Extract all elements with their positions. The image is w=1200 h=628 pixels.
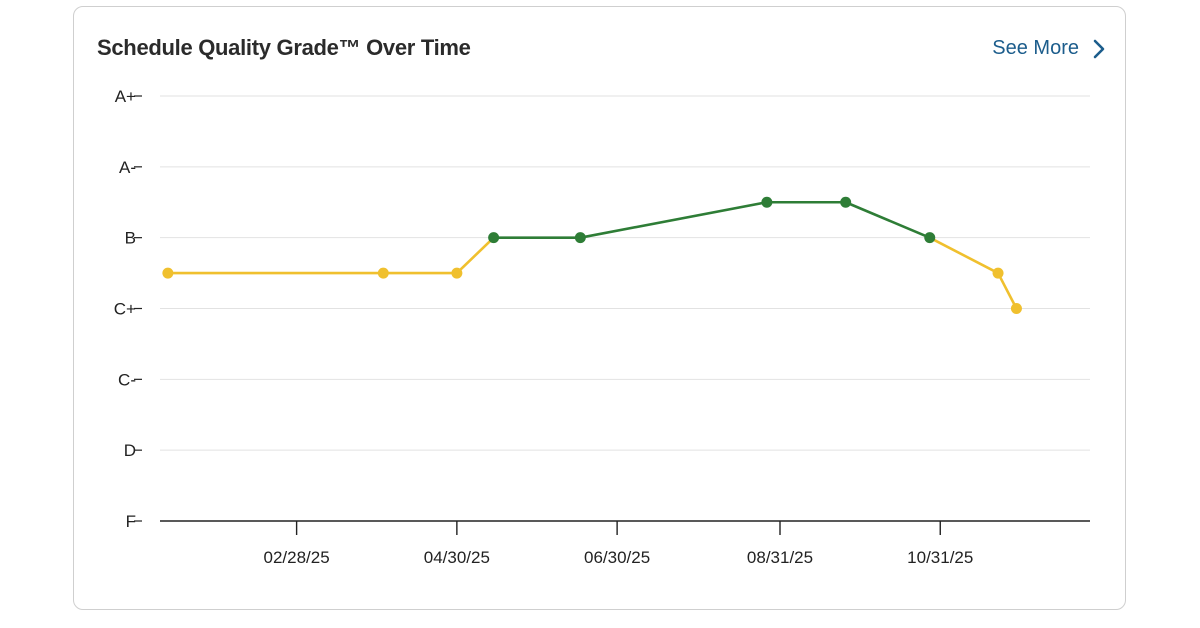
series-line-segment xyxy=(579,200,769,239)
series-line-segment xyxy=(928,236,1000,275)
data-point xyxy=(924,232,936,244)
x-tick-label: 10/31/25 xyxy=(907,548,973,567)
chart-title: Schedule Quality Grade™ Over Time xyxy=(97,35,471,60)
data-point xyxy=(451,267,463,279)
data-point xyxy=(162,267,174,279)
data-point xyxy=(992,267,1004,279)
series-line-segment xyxy=(455,236,495,275)
chevron-right-icon xyxy=(1093,39,1105,58)
y-tick-label: F xyxy=(126,512,136,531)
y-tick-label: A- xyxy=(119,158,136,177)
see-more-link[interactable]: See More xyxy=(992,37,1107,60)
data-point xyxy=(574,232,586,244)
x-tick-label: 04/30/25 xyxy=(424,548,490,567)
y-tick-label: D xyxy=(124,441,136,460)
y-tick-label: C- xyxy=(118,370,136,389)
x-tick-label: 06/30/25 xyxy=(584,548,650,567)
y-tick-label: A+ xyxy=(115,87,136,106)
y-tick-label: C+ xyxy=(114,300,136,319)
data-point xyxy=(1010,303,1022,314)
series-line-segment xyxy=(996,271,1018,310)
data-point xyxy=(840,196,852,208)
data-point xyxy=(377,267,389,279)
series-line-segment xyxy=(844,200,932,239)
see-more-label: See More xyxy=(992,37,1079,59)
x-tick-label: 08/31/25 xyxy=(747,548,813,567)
x-tick-label: 02/28/25 xyxy=(264,548,330,567)
data-point xyxy=(488,232,500,244)
y-tick-label: B xyxy=(125,229,136,248)
data-point xyxy=(761,196,773,208)
